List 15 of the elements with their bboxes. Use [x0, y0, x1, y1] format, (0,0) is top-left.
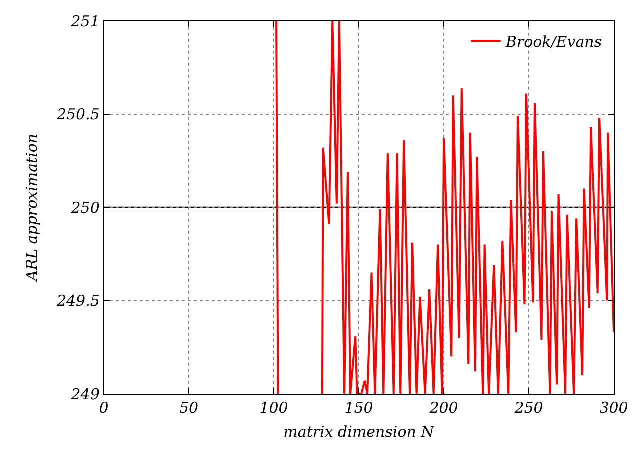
y-tick-label: 251 [70, 12, 100, 30]
legend-label: Brook/Evans [504, 32, 602, 51]
x-tick-label: 200 [428, 399, 459, 418]
y-tick-label: 250 [70, 198, 100, 217]
x-tick-label: 0 [99, 399, 110, 418]
y-axis-title: ARL approximation [23, 134, 42, 284]
y-tick-label: 250.5 [56, 106, 100, 124]
x-tick-label: 150 [344, 399, 374, 418]
y-tick-label: 249.5 [56, 292, 100, 310]
x-tick-label: 300 [600, 399, 629, 418]
x-axis-title: matrix dimension N [284, 423, 436, 442]
x-tick-label: 50 [179, 399, 199, 418]
y-tick-label: 249 [70, 385, 100, 404]
x-tick-label: 250 [514, 399, 544, 418]
x-tick-label: 100 [260, 399, 289, 418]
